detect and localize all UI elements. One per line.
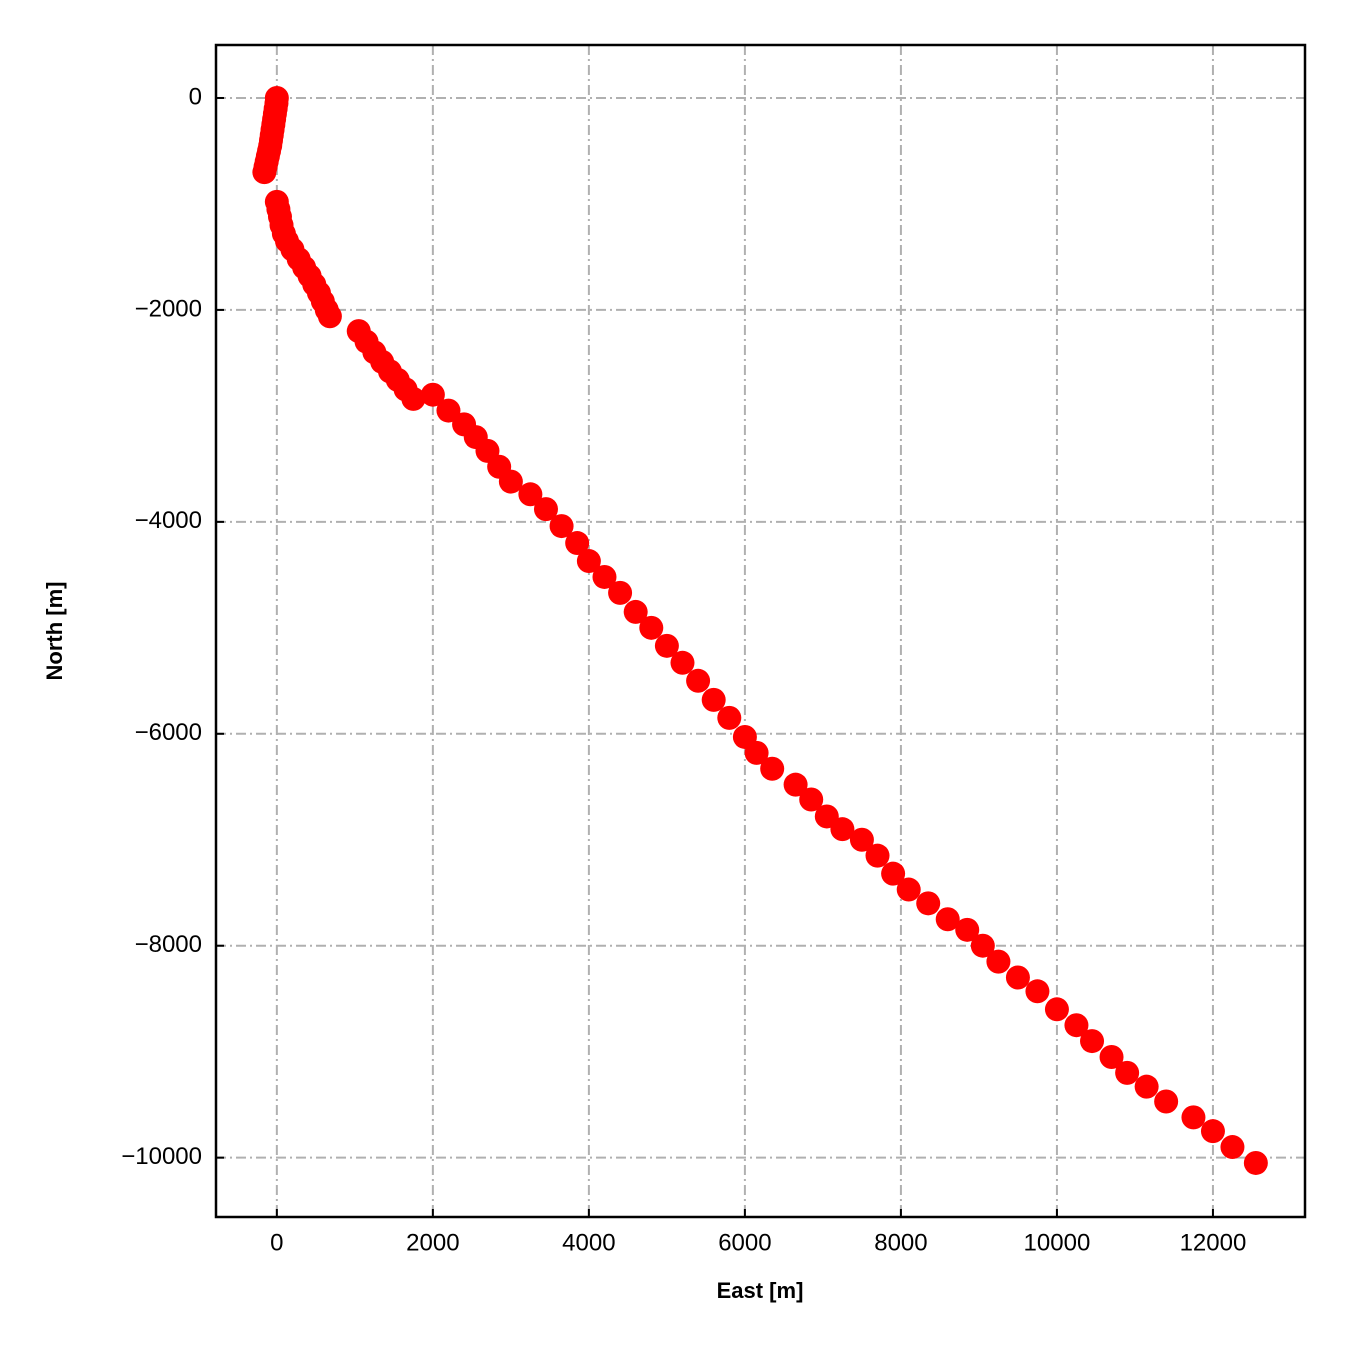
point [686,668,711,693]
point [565,531,590,556]
point [317,304,342,329]
point [1025,979,1050,1004]
point [576,549,601,574]
x-axis-label: East [m] [717,1278,804,1303]
point [1220,1135,1245,1160]
point [1243,1150,1268,1175]
y-tick-label: −6000 [135,719,202,746]
x-tick-label: 6000 [718,1229,771,1256]
point [799,787,824,812]
point [1154,1089,1179,1114]
point [533,497,558,522]
point [849,827,874,852]
point [420,382,445,407]
y-tick-label: −4000 [135,507,202,534]
point [935,907,960,932]
point [518,482,543,507]
point [1181,1105,1206,1130]
point [608,580,633,605]
point [830,817,855,842]
point [865,843,890,868]
y-axis-label: North [m] [42,582,67,681]
x-tick-label: 8000 [874,1229,927,1256]
point [744,740,769,765]
point [670,650,695,675]
point [896,877,921,902]
point [955,917,980,942]
point [401,386,426,411]
point [717,705,742,730]
y-tick-label: 0 [189,83,202,110]
point [1099,1044,1124,1069]
point [549,514,574,539]
x-tick-label: 12000 [1180,1229,1247,1256]
point [916,891,941,916]
point [1134,1074,1159,1099]
point [986,949,1011,974]
plot-frame [214,43,1307,1219]
x-tick-label: 0 [270,1229,283,1256]
y-tick-label: −2000 [135,295,202,322]
point [639,615,664,640]
point [1005,965,1030,990]
point [1064,1013,1089,1038]
point [498,469,523,494]
point [252,160,277,185]
point [436,398,461,423]
y-tick-label: −10000 [121,1143,202,1170]
point [623,599,648,624]
point [970,933,995,958]
x-tick-label: 10000 [1024,1229,1091,1256]
point [760,756,785,781]
point [592,564,617,589]
point [1115,1060,1140,1085]
point [783,772,808,797]
x-tick-label: 4000 [562,1229,615,1256]
point [701,687,726,712]
point [1080,1029,1105,1054]
y-tick-label: −8000 [135,931,202,958]
point [881,861,906,886]
point [654,633,679,658]
point [1200,1119,1225,1144]
x-tick-label: 2000 [406,1229,459,1256]
point [1044,997,1069,1022]
